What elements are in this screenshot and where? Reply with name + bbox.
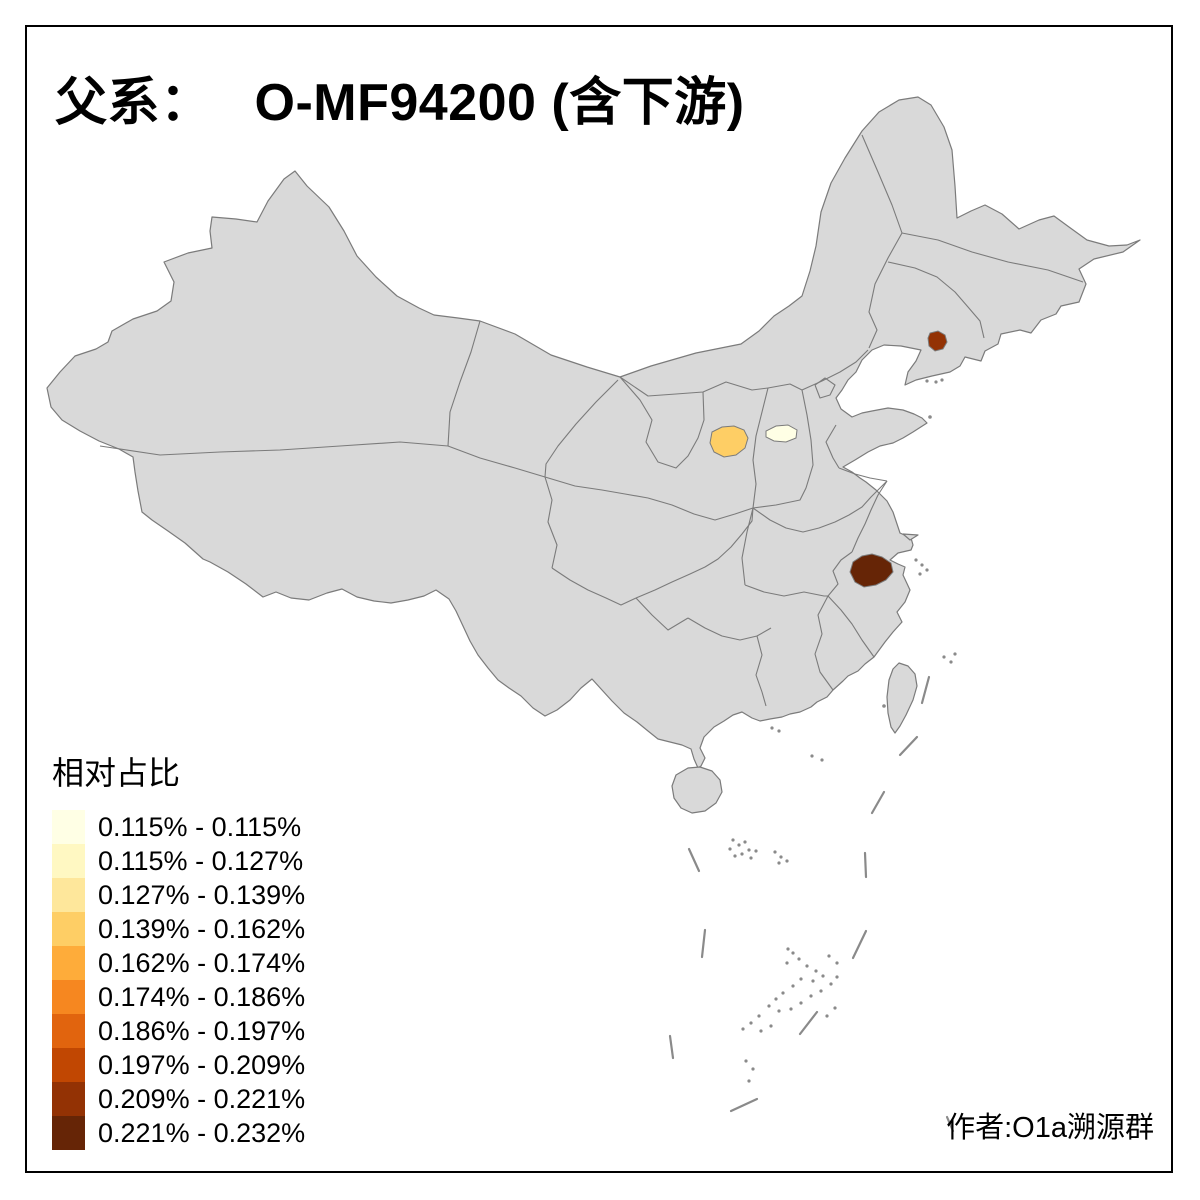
legend-swatch [52,980,85,1014]
south-china-sea-islands [728,378,957,1083]
title-prefix: 父系： [55,74,213,132]
legend-label: 0.197% - 0.209% [98,1049,306,1080]
attribution: 作者:O1a溯源群 [946,1112,1154,1144]
legend-row: 0.197% - 0.209% [52,1048,305,1082]
north-shaanxi-region [709,425,749,458]
mainland [46,96,1141,814]
legend-label: 0.221% - 0.232% [98,1117,306,1148]
legend: 相对占比 0.115% - 0.115% 0.115% - 0.127% 0.1… [52,748,305,1150]
legend-title: 相对占比 [52,755,181,791]
legend-label: 0.139% - 0.162% [98,913,306,944]
map-frame [25,25,1173,1173]
highlighted-prefectures [709,330,948,588]
legend-label: 0.174% - 0.186% [98,981,306,1012]
legend-row: 0.127% - 0.139% [52,878,305,912]
taiwan-island [886,662,918,734]
legend-row: 0.209% - 0.221% [52,1082,305,1116]
legend-row: 0.186% - 0.197% [52,1014,305,1048]
legend-label: 0.186% - 0.197% [98,1015,306,1046]
legend-swatch [52,1048,85,1082]
province-borders [99,134,1084,707]
legend-swatch [52,844,85,878]
nine-dash-line [668,675,955,1133]
hainan-island [671,766,723,814]
legend-swatch [52,1082,85,1116]
hangzhou-region [849,553,894,588]
legend-row: 0.115% - 0.127% [52,844,305,878]
shanxi-region [765,424,798,443]
legend-row: 0.174% - 0.186% [52,980,305,1014]
title-haplogroup: O-MF94200 (含下游) [254,74,745,132]
legend-swatch [52,810,85,844]
legend-label: 0.162% - 0.174% [98,947,306,978]
legend-row: 0.162% - 0.174% [52,946,305,980]
legend-swatch [52,912,85,946]
chongming-island [902,533,919,541]
legend-row: 0.115% - 0.115% [52,810,305,844]
legend-swatch [52,1116,85,1150]
legend-swatch [52,1014,85,1048]
legend-row: 0.221% - 0.232% [52,1116,305,1150]
liaoning-region [927,330,948,352]
legend-label: 0.115% - 0.127% [98,845,304,876]
legend-label: 0.209% - 0.221% [98,1083,306,1114]
page-title: 父系： O-MF94200 (含下游) [55,60,745,135]
mainland-outline [46,96,1141,769]
legend-label: 0.115% - 0.115% [98,811,302,842]
legend-label: 0.127% - 0.139% [98,879,306,910]
legend-row: 0.139% - 0.162% [52,912,305,946]
legend-swatch [52,946,85,980]
legend-swatch [52,878,85,912]
